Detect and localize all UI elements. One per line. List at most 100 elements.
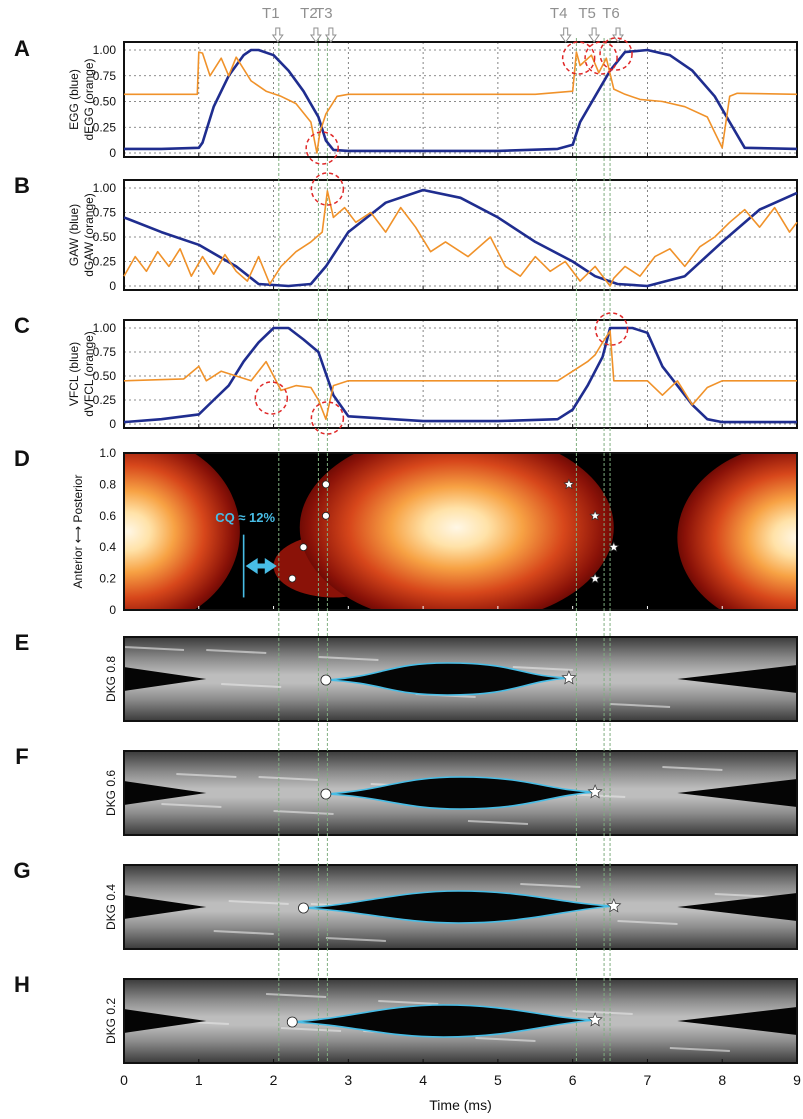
opening-marker-star [606, 898, 622, 913]
y-axis-label: dGAW (orange) [82, 193, 96, 277]
y-tick-label: 0.25 [93, 393, 117, 407]
series-blue-line [123, 326, 797, 424]
y-tick-label: 0.75 [93, 206, 117, 220]
kymo-wedge-left [124, 667, 207, 691]
y-tick-label: 1.0 [99, 446, 116, 460]
time-marker-arrow [324, 27, 337, 43]
y-tick-label: 0.25 [93, 255, 117, 269]
closing-marker-dot [321, 511, 330, 520]
x-tick-label: 4 [419, 1072, 427, 1088]
y-tick-label: 0.75 [93, 345, 117, 359]
kymo-streak [669, 1047, 730, 1052]
event-highlight-circle [310, 401, 345, 435]
opening-marker-star [589, 509, 601, 521]
opening-marker-star [589, 572, 601, 584]
panel-letter-g: G [13, 858, 30, 883]
y-tick-label: 1.00 [93, 43, 117, 57]
event-highlight-circle [561, 41, 596, 75]
kymo-wedge-right [677, 779, 797, 807]
x-tick-label: 3 [344, 1072, 352, 1088]
closing-marker-dot [320, 674, 332, 686]
y-axis-label: dVFCL (orange) [82, 331, 96, 417]
panel-b-frame [123, 179, 798, 291]
y-tick-label: 0.8 [99, 477, 116, 491]
kymo-streak [318, 656, 379, 661]
x-tick-label: 8 [718, 1072, 726, 1088]
y-tick-label: 0 [109, 146, 116, 160]
y-axis-label: GAW (blue) [67, 204, 81, 266]
cq-arrow-head-left [245, 558, 258, 575]
heat-blob-center [299, 453, 614, 610]
kymo-streak [617, 920, 678, 925]
y-axis-label: DKG 0.4 [104, 884, 118, 930]
time-marker-label: T2 [300, 5, 318, 22]
kymo-streak [662, 766, 723, 771]
time-marker-arrow [271, 27, 284, 43]
kymo-streak [280, 1027, 342, 1032]
kymo-streak [610, 703, 671, 708]
panel-f-frame [123, 750, 798, 836]
kymo-streak [206, 649, 267, 654]
kymo-streak [475, 1037, 536, 1042]
event-highlight-circle [584, 41, 618, 75]
time-marker-label: T4 [550, 5, 568, 22]
closing-marker-dot [321, 480, 330, 489]
x-tick-label: 5 [494, 1072, 502, 1088]
panel-a-background [124, 42, 797, 157]
kymo-wedge-right [677, 893, 797, 921]
series-blue-line [123, 188, 798, 288]
x-tick-label: 6 [569, 1072, 577, 1088]
y-tick-label: 0.75 [93, 69, 117, 83]
panel-letter-c: C [14, 313, 30, 338]
time-marker-label: T5 [578, 5, 596, 22]
y-axis-label: dEGG (orange) [82, 58, 96, 140]
heat-blob-right [677, 453, 797, 610]
panel-letter-b: B [14, 173, 30, 198]
kymo-streak [213, 930, 274, 935]
closing-marker-dot [288, 574, 297, 583]
time-marker-label: T6 [602, 5, 620, 22]
time-marker-label: T1 [262, 5, 280, 22]
opening-marker-star [587, 1012, 603, 1027]
y-axis-label: DKG 0.6 [104, 770, 118, 816]
panel-h-frame [123, 978, 798, 1064]
kymo-streak [378, 1000, 439, 1005]
x-axis-label: Time (ms) [429, 1097, 491, 1113]
closing-marker-dot [298, 902, 309, 914]
event-highlight-circle [599, 37, 633, 71]
kymo-streak [123, 646, 185, 651]
panel-letter-e: E [15, 630, 30, 655]
y-tick-label: 0.4 [99, 540, 116, 554]
panel-letter-a: A [14, 36, 30, 61]
kymo-wedge-left [124, 1009, 207, 1033]
kymo-streak [161, 803, 222, 808]
kymo-wedge-left [124, 781, 207, 805]
kymo-streak [512, 666, 573, 671]
cq-arrow-head-right [264, 558, 277, 575]
kymo-streak [520, 883, 581, 888]
panel-c-background [124, 320, 797, 428]
opening-marker-star [608, 541, 620, 552]
kymo-streak [714, 893, 775, 898]
x-tick-label: 0 [120, 1072, 128, 1088]
time-marker-label: T3 [315, 5, 333, 22]
panel-c-frame [123, 319, 798, 429]
time-marker-arrow [588, 27, 601, 43]
time-marker-arrow [559, 27, 572, 43]
kymo-streak [273, 810, 334, 815]
x-tick-label: 7 [644, 1072, 652, 1088]
y-axis-label: DKG 0.2 [104, 998, 118, 1044]
y-tick-label: 0.25 [93, 120, 117, 134]
kymo-streak [572, 1010, 633, 1015]
y-axis-label: VFCL (blue) [67, 342, 81, 406]
y-tick-label: 0.50 [93, 369, 117, 383]
y-tick-label: 0.50 [93, 95, 117, 109]
time-marker-arrow [309, 27, 322, 43]
opening-marker-star [587, 784, 603, 799]
kymo-streak [467, 820, 529, 825]
panel-letter-d: D [14, 446, 30, 471]
event-highlight-circle [594, 312, 629, 346]
kymo-wedge-right [677, 1007, 797, 1035]
kymo-streak [266, 993, 327, 998]
cq-label: CQ ≈ 12% [215, 510, 275, 525]
